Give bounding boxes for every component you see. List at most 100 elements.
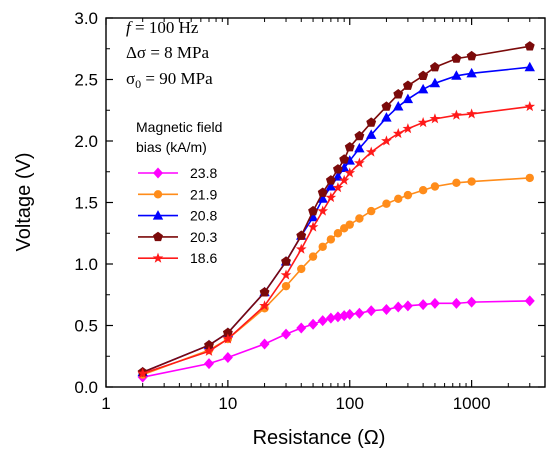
data-point (281, 328, 292, 340)
data-point (451, 109, 462, 120)
data-point (524, 295, 535, 307)
y-tick-label: 0.5 (74, 317, 98, 336)
data-point (296, 322, 307, 334)
data-point (429, 62, 440, 72)
data-point (418, 186, 428, 195)
data-point (382, 199, 391, 208)
data-point (344, 167, 356, 178)
legend-marker (153, 190, 163, 199)
data-point (259, 338, 270, 350)
data-point (393, 301, 404, 313)
data-point (429, 77, 441, 88)
data-point (366, 117, 377, 127)
data-point (222, 351, 233, 363)
data-point (430, 182, 440, 191)
data-point (325, 175, 336, 185)
data-point (466, 296, 477, 308)
data-point (259, 287, 270, 297)
data-point (308, 205, 319, 216)
series-line (142, 300, 530, 378)
annotation-sigma0: σ0 = 90 MPa (126, 69, 213, 91)
data-point (344, 141, 355, 152)
x-axis-title: Resistance (Ω) (253, 427, 386, 449)
data-point (317, 315, 328, 327)
legend-title-line-2: bias (kA/m) (136, 139, 207, 155)
data-point (467, 177, 476, 186)
annotation-sigma0-subscript: 0 (135, 77, 141, 91)
legend-marker (153, 231, 163, 242)
legend-entry: 20.8 (138, 208, 217, 224)
data-point (308, 318, 319, 330)
data-point (325, 181, 337, 191)
data-point (280, 269, 292, 280)
data-point (325, 312, 336, 324)
data-point (367, 206, 376, 216)
data-point (354, 130, 365, 141)
data-point (524, 61, 535, 72)
data-point (394, 194, 403, 204)
annotation-delta-sigma: Δσ = 8 MPa (126, 43, 210, 62)
data-point (417, 116, 429, 128)
series-21-9 (138, 173, 534, 379)
data-point (451, 53, 462, 63)
data-point (281, 256, 291, 266)
legend-label: 20.8 (190, 208, 217, 224)
data-point (345, 220, 354, 229)
annotation-frequency-symbol: f (126, 18, 133, 37)
data-point (366, 305, 377, 317)
y-tick-label: 3.0 (74, 9, 98, 28)
x-tick-label: 100 (336, 394, 364, 413)
series-23-8 (137, 295, 535, 383)
data-point (339, 154, 350, 164)
y-tick-label: 1.0 (74, 255, 98, 274)
data-point (524, 100, 536, 112)
data-point (281, 281, 291, 291)
legend-entry: 20.3 (138, 229, 217, 245)
legend: 23.8 21.9 20.8 20.3 18.6 (138, 165, 217, 266)
series-18-6 (137, 100, 536, 378)
data-point (137, 367, 149, 378)
annotation-sigma0-value: = 90 MPa (141, 69, 213, 88)
data-point (418, 299, 429, 311)
data-point (344, 308, 355, 320)
legend-label: 18.6 (190, 250, 217, 266)
x-tick-label: 10 (218, 394, 237, 413)
data-point (354, 307, 365, 319)
data-point (466, 67, 477, 78)
data-point (381, 112, 392, 122)
legend-entry: 21.9 (138, 186, 217, 202)
legend-marker (152, 252, 164, 263)
data-point (355, 214, 364, 223)
data-point (354, 157, 365, 168)
annotation-frequency-value: = 100 Hz (131, 18, 199, 37)
data-point (466, 108, 477, 119)
data-point (325, 191, 337, 203)
data-point (332, 311, 343, 323)
x-tick-label: 1 (101, 394, 110, 413)
data-point (402, 300, 413, 312)
data-point (417, 83, 429, 94)
data-point (466, 50, 477, 61)
y-axis-title: Voltage (V) (13, 153, 35, 252)
y-tick-label: 1.5 (74, 194, 98, 213)
data-point (296, 230, 307, 240)
data-point (307, 211, 319, 222)
data-point (366, 129, 377, 139)
data-point (392, 128, 404, 139)
data-point (222, 333, 234, 344)
data-point (403, 190, 413, 200)
data-point (332, 182, 344, 193)
legend-marker (153, 167, 163, 179)
data-point (307, 221, 319, 232)
data-point (295, 243, 307, 254)
data-point (393, 89, 404, 99)
legend-marker (152, 210, 164, 220)
data-point (429, 113, 441, 124)
y-tick-label: 2.5 (74, 71, 98, 90)
data-point (297, 264, 306, 274)
legend-entry: 23.8 (138, 165, 217, 181)
data-point (318, 242, 327, 251)
data-point (204, 339, 214, 350)
data-point (203, 345, 215, 356)
